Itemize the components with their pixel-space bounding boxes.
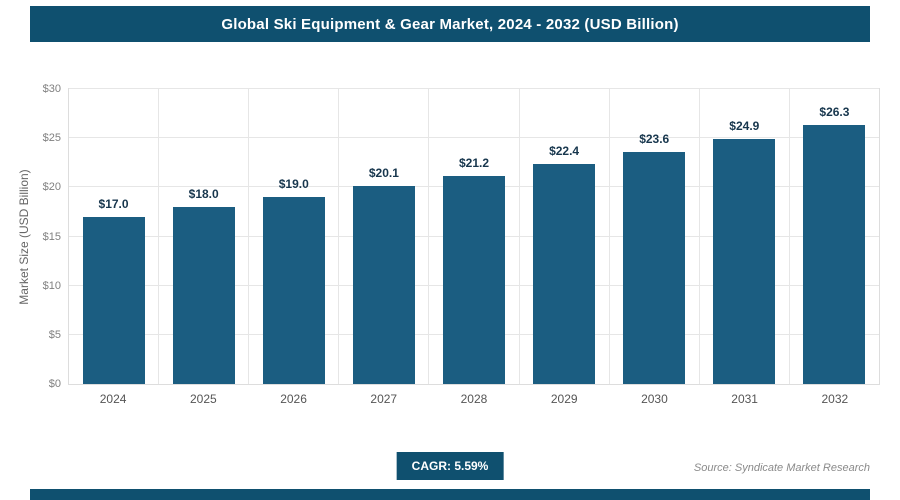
bar-column: $20.1	[339, 89, 430, 384]
bar	[82, 216, 145, 384]
x-tick-label: 2032	[821, 392, 849, 406]
bar-value-label: $21.2	[458, 155, 489, 170]
bar-value-label: $19.0	[278, 177, 309, 192]
y-tick-label: $20	[42, 181, 61, 194]
chart-title-bar: Global Ski Equipment & Gear Market, 2024…	[30, 6, 870, 42]
x-tick-label: 2028	[460, 392, 488, 406]
y-axis-title: Market Size (USD Billion)	[17, 169, 31, 305]
plot-area: $17.0 $18.0 $19.0 $20.1 $21.2 $22.4 $23.6 $24.9…	[43, 83, 880, 390]
bar-column: $21.2	[429, 89, 520, 384]
x-tick-label: 2025	[189, 392, 217, 406]
chart-title: Global Ski Equipment & Gear Market, 2024…	[221, 15, 679, 33]
footer-strip	[30, 489, 870, 500]
bar	[262, 197, 325, 384]
y-tick-label: $30	[42, 83, 61, 95]
bar-value-label: $20.1	[368, 166, 399, 181]
y-tick-label: $0	[48, 378, 61, 390]
bar-value-label: $24.9	[729, 119, 760, 134]
bar-value-label: $18.0	[188, 187, 219, 201]
gridline	[69, 137, 879, 139]
bars-container: $17.0 $18.0 $19.0 $20.1 $21.2 $22.4 $23.6 $24.9…	[69, 89, 879, 384]
bar-value-label: $17.0	[98, 196, 129, 211]
y-tick-label: $15	[42, 230, 61, 243]
bar-column: $22.4	[520, 89, 610, 384]
bar	[623, 151, 686, 384]
bar-value-label: $22.4	[549, 143, 580, 158]
bar	[803, 125, 866, 384]
x-tick-label: 2027	[370, 392, 398, 406]
x-tick-label: 2024	[99, 392, 127, 406]
bar-value-label: $26.3	[819, 105, 850, 120]
bar-column: $23.6	[610, 89, 700, 384]
y-tick-label: $5	[48, 328, 61, 341]
gridline	[69, 88, 879, 89]
bar	[172, 207, 235, 384]
y-tick-label: $25	[42, 132, 61, 145]
source-text: Source: Syndicate Market Research	[693, 462, 870, 474]
x-tick-label: 2026	[280, 392, 307, 406]
bar	[442, 175, 505, 384]
x-tick-label: 2031	[731, 392, 758, 406]
bar-column: $18.0	[159, 89, 250, 384]
bar-column: $24.9	[700, 89, 790, 384]
cagr-badge: CAGR: 5.59%	[396, 452, 504, 480]
bar	[352, 186, 415, 384]
x-tick-label: 2030	[641, 392, 668, 406]
bar	[713, 139, 776, 384]
x-tick-label: 2029	[550, 392, 578, 406]
x-axis-labels: 2024 2025 2026 2027 2028 2029 2030 2031 2032	[68, 392, 880, 406]
bar	[533, 163, 596, 384]
bar-column: $17.0	[69, 89, 160, 384]
bar-column: $19.0	[249, 89, 340, 384]
y-tick-label: $10	[42, 279, 61, 292]
bar-column: $26.3	[790, 89, 879, 384]
bar-value-label: $23.6	[639, 131, 670, 146]
